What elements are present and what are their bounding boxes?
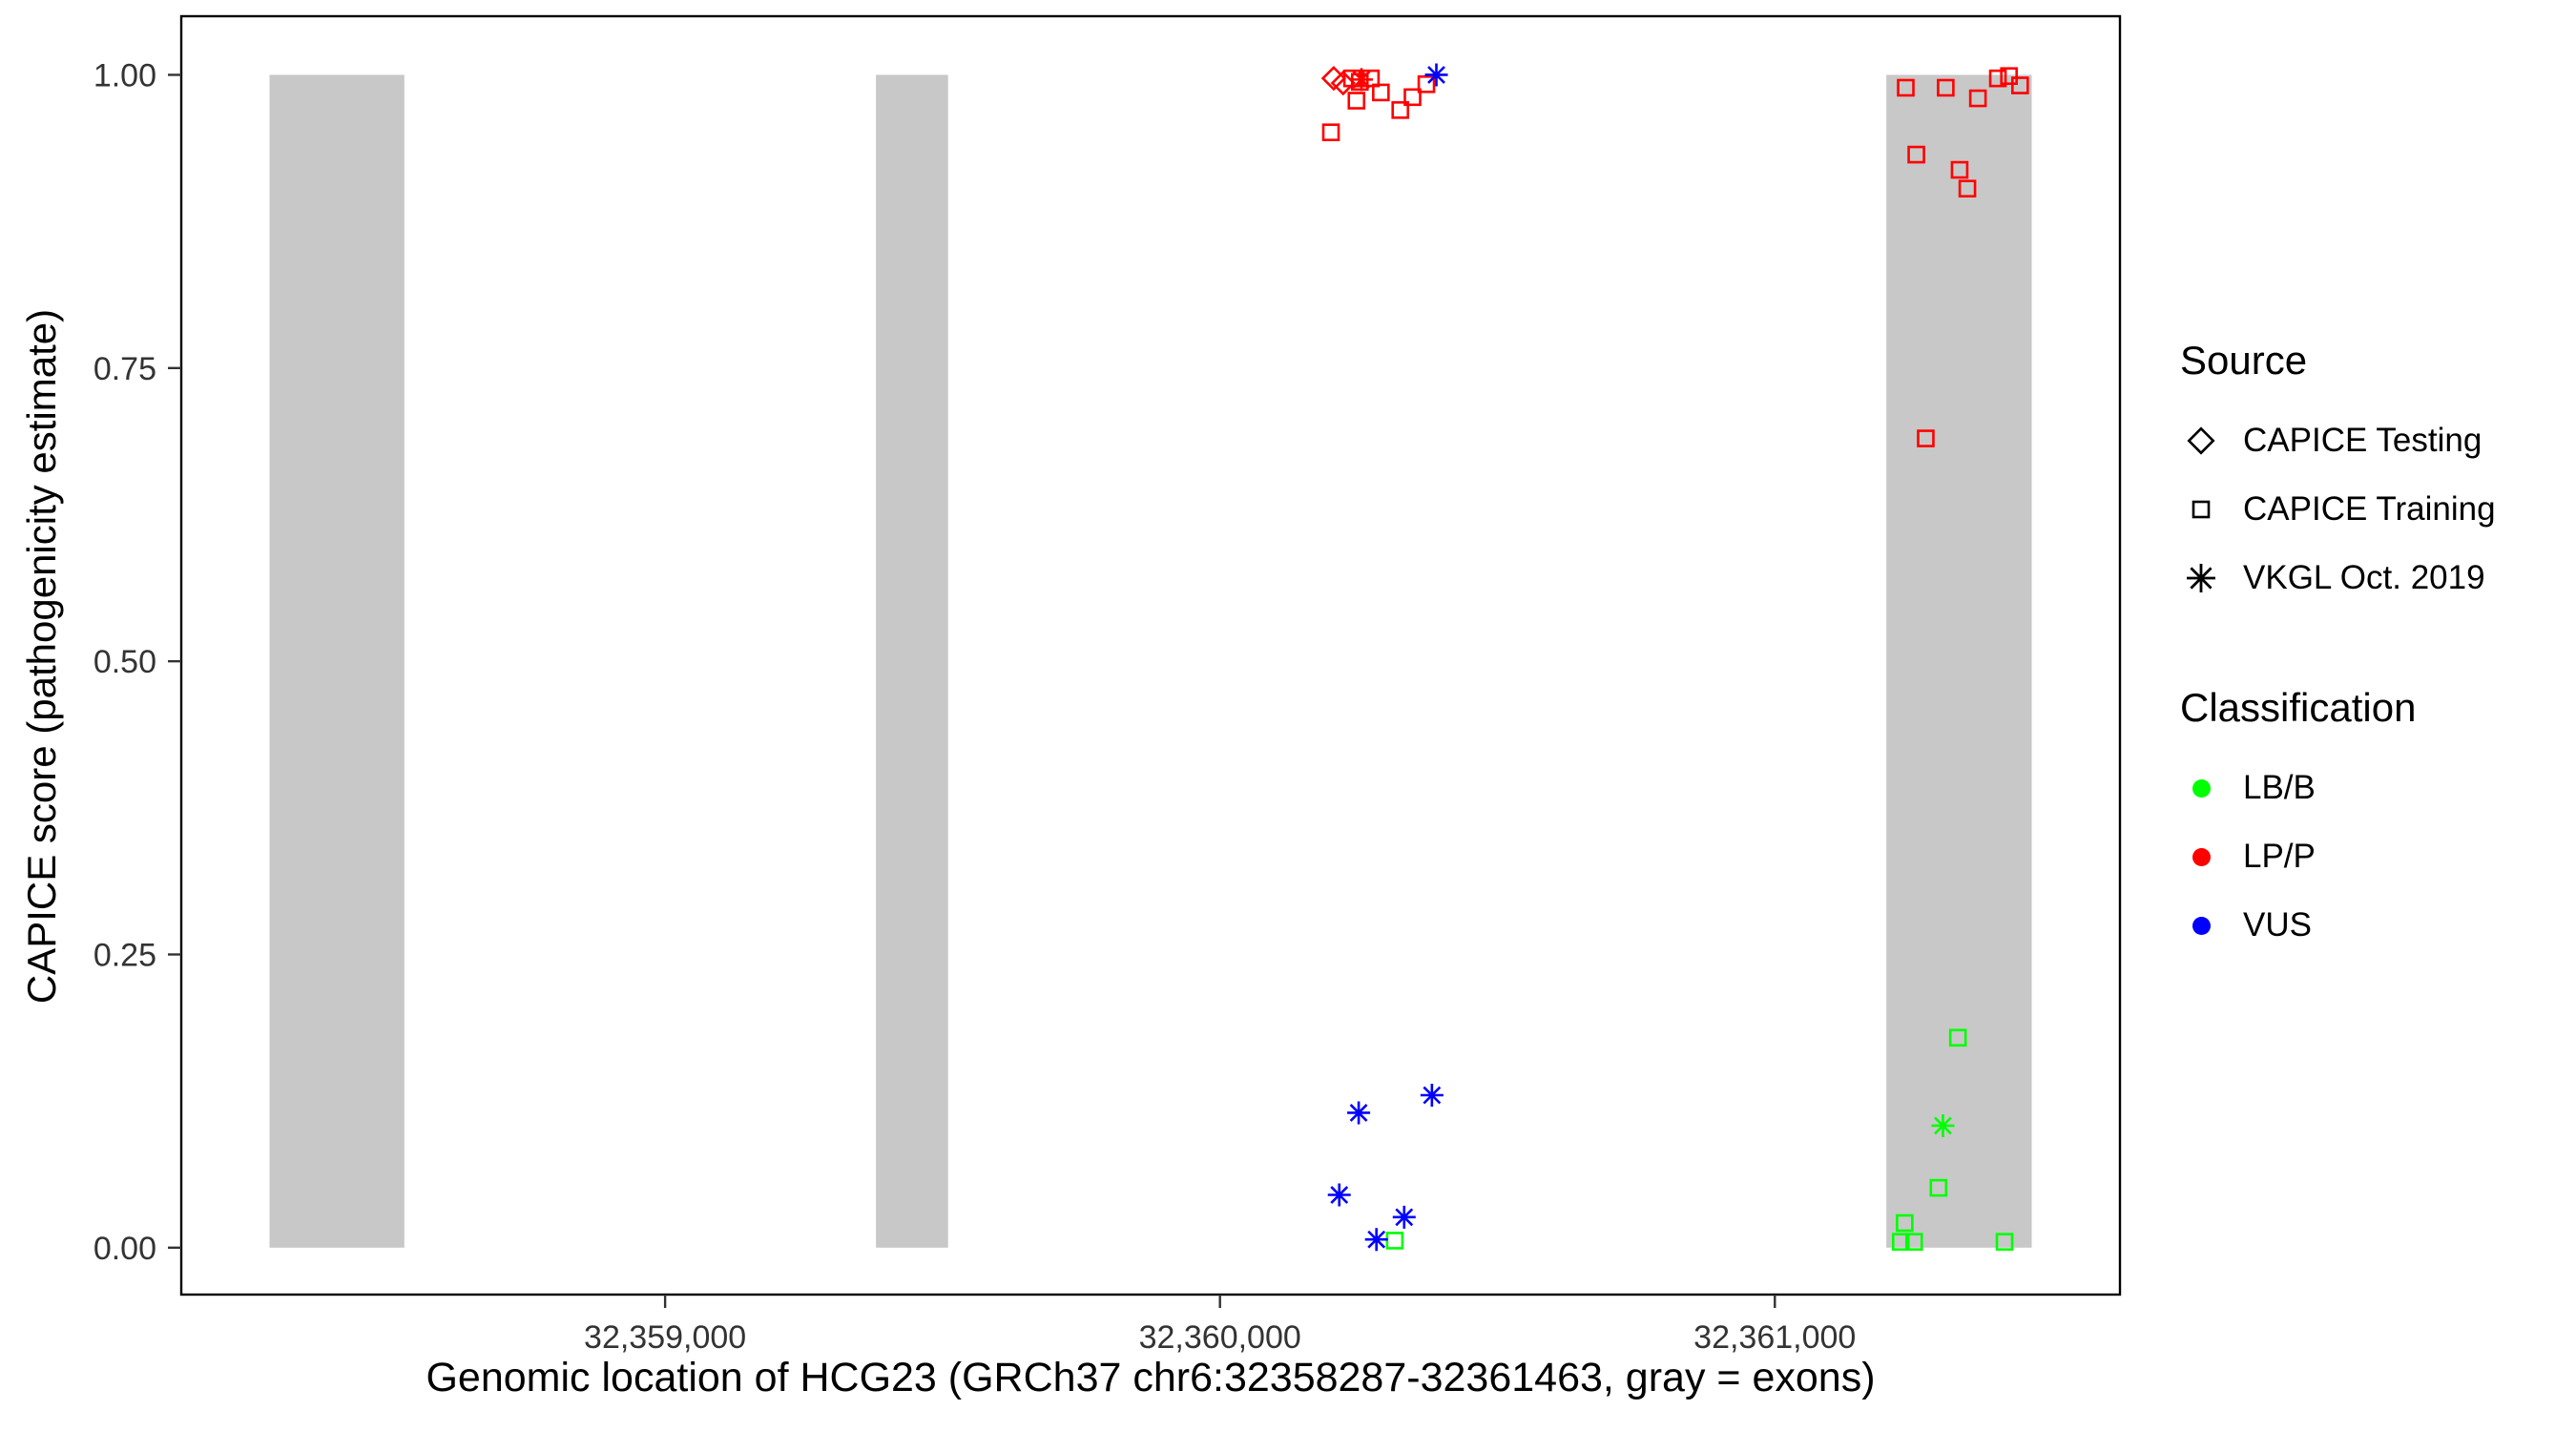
point-diamond (1320, 66, 1347, 92)
legend-label-lpp: LP/P (2243, 838, 2316, 875)
point-square (1948, 1028, 1967, 1047)
y-tick-label: 0.25 (93, 937, 156, 973)
x-tick-label: 32,359,000 (584, 1319, 746, 1356)
point-square (1417, 75, 1436, 93)
point-square (1350, 73, 1369, 92)
asterisk-icon (2180, 557, 2222, 599)
point-square (2011, 76, 2029, 94)
legend-item-capice-testing: CAPICE Testing (2180, 406, 2571, 475)
y-tick-label: 0.50 (93, 644, 156, 680)
point-square (1372, 83, 1390, 102)
point-square (1958, 179, 1977, 198)
point-square (1321, 123, 1340, 142)
exon-band (876, 74, 948, 1248)
legend-label-capice-testing: CAPICE Testing (2243, 422, 2483, 459)
lbb-dot-icon (2180, 767, 2222, 809)
point-square (1897, 78, 1915, 97)
point-square (1968, 89, 1987, 108)
point-square (1995, 1233, 2014, 1251)
point-square (1896, 1213, 1914, 1233)
legend-label-lbb: LB/B (2243, 769, 2316, 806)
legend-item-lpp: LP/P (2180, 822, 2571, 891)
legend-source-group: Source CAPICE Testing CAPICE Training VK… (2180, 336, 2571, 612)
panel-border (179, 14, 2122, 1296)
point-diamond (1330, 70, 1356, 96)
point-square (2000, 67, 2018, 85)
legend-classification-title: Classification (2180, 685, 2417, 730)
lpp-dot-icon (2180, 836, 2222, 878)
point-square (1904, 1233, 1923, 1251)
square-icon (2180, 488, 2222, 530)
legend-item-vkgl: VKGL Oct. 2019 (2180, 544, 2571, 612)
vus-dot-icon (2180, 904, 2222, 946)
legend-item-vus: VUS (2180, 891, 2571, 960)
point-asterisk (1347, 1101, 1371, 1125)
point-square (1347, 92, 1366, 110)
point-asterisk (1931, 1113, 1955, 1137)
point-asterisk (1420, 1084, 1444, 1108)
x-axis-title: Genomic location of HCG23 (GRCh37 chr6:3… (426, 1355, 1876, 1400)
exon-band (1886, 74, 2032, 1248)
point-square (1988, 69, 2007, 88)
legend-item-lbb: LB/B (2180, 754, 2571, 822)
legend-label-vus: VUS (2243, 906, 2312, 944)
legend-label-vkgl: VKGL Oct. 2019 (2243, 559, 2485, 596)
legend-panel: Source CAPICE Testing CAPICE Training VK… (2180, 336, 2571, 960)
point-square (1917, 429, 1935, 447)
y-tick-label: 0.75 (93, 351, 156, 387)
point-square (1385, 1232, 1404, 1250)
point-square (1391, 101, 1410, 119)
x-tick-label: 32,360,000 (1139, 1319, 1301, 1356)
x-tick-label: 32,361,000 (1693, 1319, 1856, 1356)
point-asterisk (1350, 68, 1373, 92)
point-square (1929, 1178, 1948, 1197)
y-tick-label: 0.00 (93, 1231, 156, 1267)
legend-label-capice-training: CAPICE Training (2243, 490, 2496, 528)
point-square (1950, 160, 1969, 179)
point-asterisk (1364, 1228, 1388, 1252)
point-square (1403, 88, 1422, 107)
point-asterisk (1424, 63, 1448, 87)
point-square (1907, 145, 1925, 164)
exon-band (269, 74, 405, 1248)
point-asterisk (1392, 1205, 1416, 1229)
legend-item-capice-training: CAPICE Training (2180, 475, 2571, 544)
y-tick-label: 1.00 (93, 57, 156, 93)
point-square (1937, 78, 1955, 97)
diamond-icon (2180, 420, 2222, 462)
y-axis-title: CAPICE score (pathogenicity estimate) (19, 308, 64, 1005)
point-square (1891, 1233, 1910, 1251)
point-asterisk (1327, 1183, 1351, 1207)
legend-source-title: Source (2180, 338, 2308, 383)
legend-classification-group: Classification LB/B LP/P VUS (2180, 683, 2571, 960)
